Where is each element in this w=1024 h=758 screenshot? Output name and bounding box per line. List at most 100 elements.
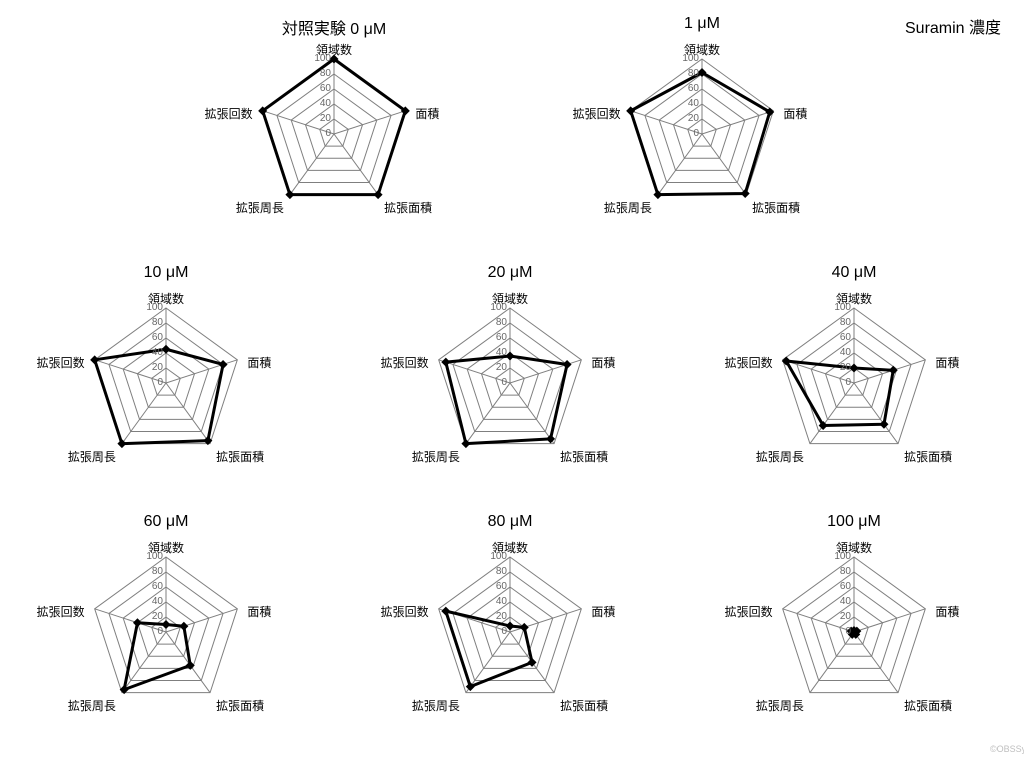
tick-label: 100 xyxy=(146,302,163,313)
axis-label: 拡張回数 xyxy=(725,354,773,371)
data-marker xyxy=(889,366,898,375)
axis-label: 拡張周長 xyxy=(756,448,804,465)
tick-label: 20 xyxy=(320,113,331,124)
tick-label: 0 xyxy=(157,377,163,388)
tick-label: 100 xyxy=(682,53,699,64)
page-root: Suramin 濃度 対照実験 0 μM領域数面積拡張面積拡張周長拡張回数020… xyxy=(0,0,1024,758)
axis-label: 面積 xyxy=(935,354,959,371)
tick-label: 60 xyxy=(496,581,507,592)
tick-label: 40 xyxy=(688,98,699,109)
tick-label: 20 xyxy=(152,362,163,373)
axis-label: 拡張面積 xyxy=(216,697,264,714)
data-marker xyxy=(441,358,450,367)
tick-label: 80 xyxy=(152,317,163,328)
tick-label: 80 xyxy=(840,317,851,328)
tick-label: 0 xyxy=(693,128,699,139)
radar-chart: 20 μM領域数面積拡張面積拡張周長拡張回数020406080100 xyxy=(415,288,605,478)
tick-label: 60 xyxy=(840,332,851,343)
axis-label: 面積 xyxy=(415,105,439,122)
radar-chart: 60 μM領域数面積拡張面積拡張周長拡張回数020406080100 xyxy=(71,537,261,727)
tick-label: 60 xyxy=(688,83,699,94)
tick-label: 100 xyxy=(834,551,851,562)
chart-title: 60 μM xyxy=(144,513,189,531)
data-marker xyxy=(879,420,888,429)
data-marker xyxy=(528,658,537,667)
data-marker xyxy=(563,360,572,369)
axis-label: 拡張面積 xyxy=(752,199,800,216)
data-marker xyxy=(546,434,555,443)
tick-label: 20 xyxy=(496,362,507,373)
axis-label: 拡張回数 xyxy=(381,603,429,620)
axis-label: 拡張周長 xyxy=(756,697,804,714)
tick-label: 80 xyxy=(688,68,699,79)
data-marker xyxy=(117,439,126,448)
axis-label: 面積 xyxy=(247,354,271,371)
axis-label: 拡張周長 xyxy=(68,448,116,465)
chart-title: 1 μM xyxy=(684,15,720,33)
tick-label: 0 xyxy=(501,377,507,388)
axis-label: 拡張面積 xyxy=(216,448,264,465)
axis-label: 拡張面積 xyxy=(384,199,432,216)
tick-label: 40 xyxy=(840,347,851,358)
tick-label: 20 xyxy=(496,611,507,622)
tick-label: 60 xyxy=(152,332,163,343)
radar-chart: 40 μM領域数面積拡張面積拡張周長拡張回数020406080100 xyxy=(759,288,949,478)
axis-label: 拡張回数 xyxy=(381,354,429,371)
tick-label: 40 xyxy=(496,347,507,358)
data-marker xyxy=(179,622,188,631)
tick-label: 0 xyxy=(845,626,851,637)
tick-label: 40 xyxy=(152,347,163,358)
tick-label: 60 xyxy=(496,332,507,343)
tick-label: 80 xyxy=(496,317,507,328)
tick-label: 40 xyxy=(496,596,507,607)
axis-label: 拡張面積 xyxy=(560,697,608,714)
tick-label: 0 xyxy=(845,377,851,388)
tick-label: 0 xyxy=(501,626,507,637)
tick-label: 60 xyxy=(320,83,331,94)
axis-label: 拡張回数 xyxy=(37,603,85,620)
chart-title: 10 μM xyxy=(144,264,189,282)
tick-label: 0 xyxy=(325,128,331,139)
tick-label: 60 xyxy=(152,581,163,592)
radar-chart: 1 μM領域数面積拡張面積拡張周長拡張回数020406080100 xyxy=(607,39,797,229)
axis-label: 拡張面積 xyxy=(904,697,952,714)
axis-label: 拡張回数 xyxy=(725,603,773,620)
tick-label: 80 xyxy=(840,566,851,577)
axis-label: 拡張面積 xyxy=(560,448,608,465)
data-marker xyxy=(219,360,228,369)
axis-label: 拡張回数 xyxy=(573,105,621,122)
tick-label: 80 xyxy=(152,566,163,577)
axis-label: 拡張回数 xyxy=(205,105,253,122)
radar-chart: 対照実験 0 μM領域数面積拡張面積拡張周長拡張回数020406080100 xyxy=(239,39,429,229)
tick-label: 20 xyxy=(152,611,163,622)
axis-label: 拡張周長 xyxy=(68,697,116,714)
axis-label: 拡張周長 xyxy=(604,199,652,216)
data-marker xyxy=(461,439,470,448)
axis-label: 面積 xyxy=(591,354,615,371)
tick-label: 100 xyxy=(834,302,851,313)
tick-label: 40 xyxy=(320,98,331,109)
data-polygon xyxy=(446,611,532,686)
data-marker xyxy=(653,190,662,199)
data-marker xyxy=(90,355,99,364)
tick-label: 0 xyxy=(157,626,163,637)
data-marker xyxy=(520,623,529,632)
axis-label: 拡張周長 xyxy=(236,199,284,216)
data-marker xyxy=(466,682,475,691)
axis-label: 面積 xyxy=(783,105,807,122)
tick-label: 60 xyxy=(840,581,851,592)
radar-chart: 100 μM領域数面積拡張面積拡張周長拡張回数020406080100 xyxy=(759,537,949,727)
axis-label: 面積 xyxy=(935,603,959,620)
data-marker xyxy=(441,607,450,616)
tick-label: 100 xyxy=(490,551,507,562)
tick-label: 20 xyxy=(840,362,851,373)
tick-label: 80 xyxy=(496,566,507,577)
tick-label: 100 xyxy=(314,53,331,64)
tick-label: 40 xyxy=(152,596,163,607)
chart-grid: 対照実験 0 μM領域数面積拡張面積拡張周長拡張回数0204060801001 … xyxy=(0,0,1024,758)
axis-label: 面積 xyxy=(591,603,615,620)
axis-label: 拡張周長 xyxy=(412,697,460,714)
chart-title: 対照実験 0 μM xyxy=(282,15,386,39)
chart-title: 100 μM xyxy=(827,513,881,531)
axis-label: 拡張面積 xyxy=(904,448,952,465)
